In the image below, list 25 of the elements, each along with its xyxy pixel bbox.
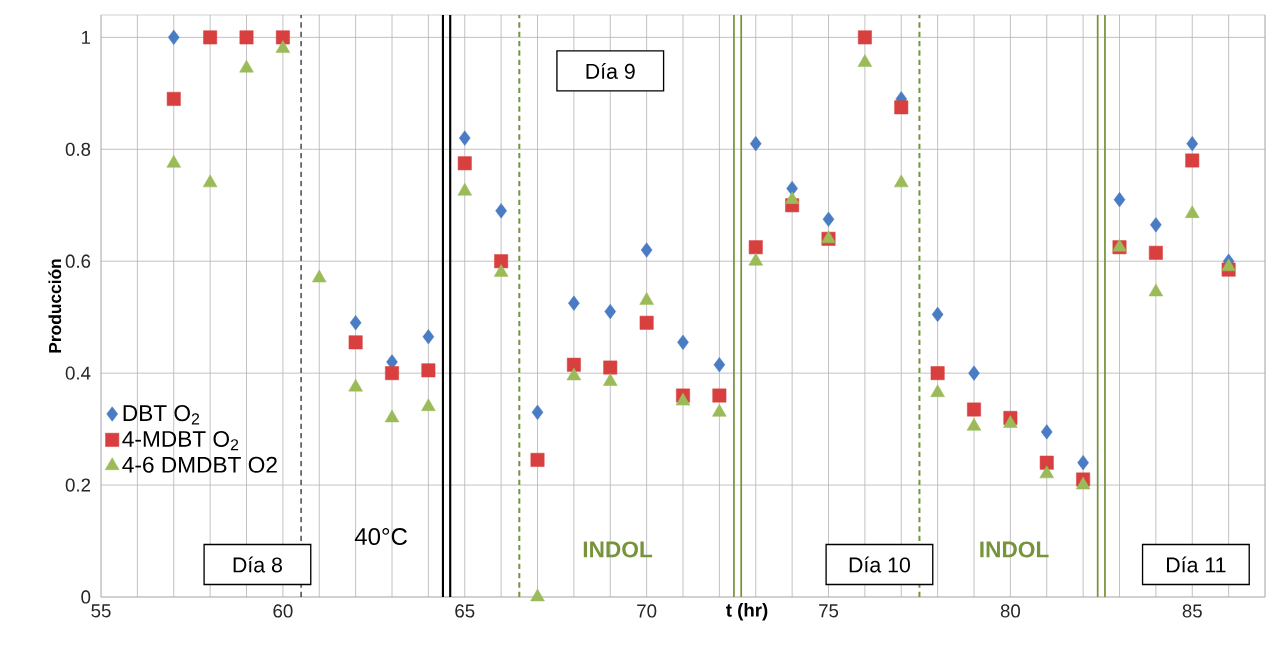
annotation: Día 9 [586,63,635,79]
annotation: INDOL [980,541,1049,558]
y-axis-title: Producción [48,259,62,353]
y-tick-label: 0.8 [65,142,91,156]
y-tick-label: 1 [82,30,91,44]
y-tick-label: 0.4 [65,366,91,380]
annotation: 40°C [354,528,407,546]
legend-label: DBT O$_{2}$ [123,405,200,425]
y-tick-label: 0 [81,590,91,604]
y-tick-label: 0.6 [65,254,91,268]
x-tick-label: 55 [91,604,111,618]
x-tick-label: 70 [637,604,657,618]
y-tick-label: 0.2 [65,478,91,492]
annotation: Día 10 [849,556,910,573]
x-tick-label: 75 [819,604,839,618]
annotation: Día 11 [1167,556,1226,573]
x-tick-label: 80 [1000,604,1021,618]
x-tick-label: 85 [1182,604,1202,618]
legend-label: 4-6 DMDBT O2 [122,456,277,473]
x-axis-title: t (hr) [726,603,768,621]
annotation: Día 8 [233,556,282,573]
x-tick-label: 60 [273,604,293,618]
legend-label: 4-MDBT O$_{2}$ [122,430,239,451]
x-tick-label: 65 [455,604,475,618]
annotation: INDOL [583,541,653,558]
